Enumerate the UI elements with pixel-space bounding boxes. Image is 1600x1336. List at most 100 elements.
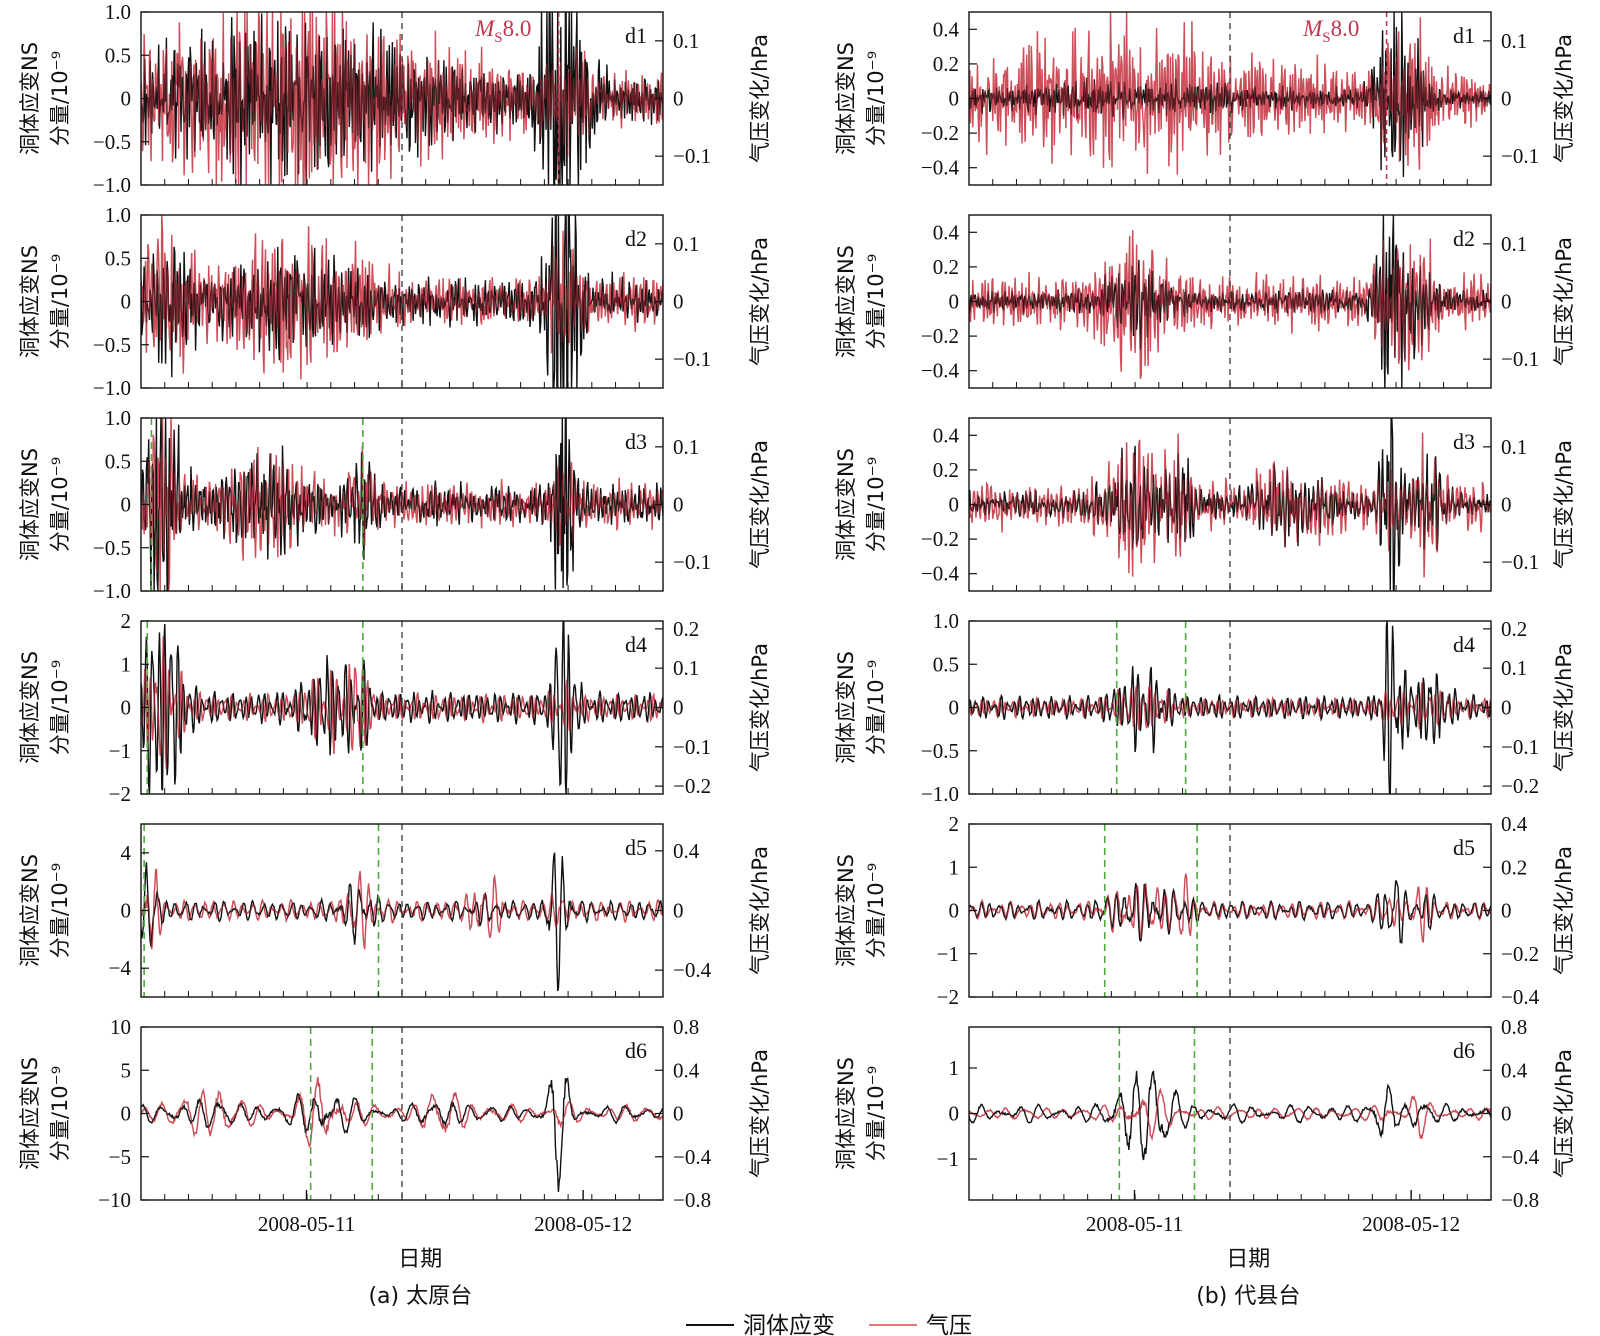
panel-label: d1 xyxy=(625,23,647,48)
right-tick-label: −0.1 xyxy=(673,347,711,371)
left-tick-label: 0 xyxy=(121,290,132,314)
left-tick-label: −5 xyxy=(109,1145,131,1169)
x-axis-label: 日期 xyxy=(1226,1247,1270,1272)
left-tick-label: −0.2 xyxy=(921,527,959,551)
left-tick-label: 0.5 xyxy=(933,652,959,676)
right-tick-label: −0.2 xyxy=(1501,774,1539,798)
left-axis-label-line1: 洞体应变NS xyxy=(834,854,858,967)
left-tick-label: −2 xyxy=(109,782,131,806)
left-tick-label: 5 xyxy=(121,1058,132,1082)
panel-label: d6 xyxy=(625,1038,647,1063)
right-tick-label: −0.1 xyxy=(1501,144,1539,168)
left-tick-label: −1 xyxy=(109,739,131,763)
left-tick-label: 0 xyxy=(949,696,960,720)
left-tick-label: −0.4 xyxy=(921,359,960,383)
panel-label: d4 xyxy=(625,632,647,657)
right-tick-label: 0.1 xyxy=(673,656,699,680)
left-tick-label: 0.2 xyxy=(933,255,959,279)
left-tick-label: −1 xyxy=(937,1147,959,1171)
right-axis-label: 气压变化/hPa xyxy=(748,237,772,366)
left-tick-label: 0 xyxy=(949,290,960,314)
left-axis-label-line2: 分量/10⁻⁹ xyxy=(48,1066,72,1161)
right-axis-label: 气压变化/hPa xyxy=(748,440,772,569)
left-tick-label: 10 xyxy=(110,1015,131,1039)
right-tick-label: −0.2 xyxy=(1501,942,1539,966)
right-tick-label: −0.1 xyxy=(1501,347,1539,371)
right-axis-label: 气压变化/hPa xyxy=(1552,34,1576,163)
panel-label: d6 xyxy=(1453,1038,1475,1063)
eq-m: M xyxy=(1302,16,1324,41)
right-tick-label: 0.1 xyxy=(673,29,699,53)
right-tick-label: −0.1 xyxy=(1501,735,1539,759)
right-tick-label: 0.1 xyxy=(1501,29,1527,53)
left-tick-label: −0.5 xyxy=(921,739,959,763)
left-tick-label: 0 xyxy=(121,493,132,517)
panel-label: d3 xyxy=(1453,429,1475,454)
strain-series-line xyxy=(141,621,663,794)
x-tick-label: 2008-05-12 xyxy=(534,1212,632,1236)
left-tick-label: 1.0 xyxy=(105,203,131,227)
right-tick-label: −0.4 xyxy=(673,1145,712,1169)
right-tick-label: −0.2 xyxy=(673,774,711,798)
right-tick-label: 0 xyxy=(1501,290,1512,314)
earthquake-label: MS8.0 xyxy=(474,16,531,46)
left-tick-label: 0.5 xyxy=(105,43,131,67)
pressure-series-overlay xyxy=(141,636,663,769)
legend-strain-label: 洞体应变 xyxy=(743,1313,835,1336)
left-tick-label: −1.0 xyxy=(93,376,131,400)
panel-d5: d5 4 0 −4 0.4 0 −0.4 洞体应变NS 分量/10⁻⁹ 气压变化/hPa xyxy=(18,823,772,998)
left-axis-label-line2: 分量/10⁻⁹ xyxy=(864,51,888,146)
legend-pressure-label: 气压 xyxy=(926,1313,972,1336)
right-axis-label: 气压变化/hPa xyxy=(1552,1049,1576,1178)
x-axis-label: 日期 xyxy=(398,1247,442,1272)
earthquake-label: MS8.0 xyxy=(1302,16,1359,46)
left-tick-label: 0 xyxy=(121,1102,132,1126)
right-tick-label: 0 xyxy=(673,899,684,923)
right-tick-label: −0.1 xyxy=(673,550,711,574)
left-tick-label: 0.4 xyxy=(933,17,960,41)
right-tick-label: 0.8 xyxy=(673,1015,699,1039)
x-tick-label: 2008-05-12 xyxy=(1362,1212,1460,1236)
left-axis-label-line1: 洞体应变NS xyxy=(834,1057,858,1170)
left-tick-label: −0.4 xyxy=(921,156,960,180)
right-tick-label: 0 xyxy=(673,87,684,111)
right-axis-label: 气压变化/hPa xyxy=(748,643,772,772)
panel-d4: d4 2 1 0 −1 −2 0.2 0.1 0 −0.1 −0.2 洞体应变NS 分量/10⁻⁹ 气压变… xyxy=(18,609,772,806)
panel-label: d5 xyxy=(1453,835,1475,860)
right-tick-label: −0.1 xyxy=(673,144,711,168)
eq-sub: S xyxy=(1322,30,1330,46)
left-tick-label: 0.5 xyxy=(105,449,131,473)
panel-d2: d2 1.0 0.5 0 −0.5 −1.0 0.1 0 −0.1 洞体应变NS 分量/10⁻⁹ 气压… xyxy=(18,203,772,400)
left-tick-label: −1.0 xyxy=(93,579,131,603)
left-tick-label: 1.0 xyxy=(933,609,959,633)
right-tick-label: −0.4 xyxy=(673,958,712,982)
right-axis-label: 气压变化/hPa xyxy=(1552,440,1576,569)
left-tick-label: 2 xyxy=(121,609,132,633)
left-tick-label: 1 xyxy=(949,1056,960,1080)
right-tick-label: 0.4 xyxy=(673,1058,700,1082)
panel-label: d2 xyxy=(625,226,647,251)
left-tick-label: −10 xyxy=(98,1188,131,1212)
left-axis-label-line2: 分量/10⁻⁹ xyxy=(48,254,72,349)
right-tick-label: 0 xyxy=(673,290,684,314)
right-tick-label: −0.4 xyxy=(1501,985,1540,1009)
panel-d4: d4 1.0 0.5 0 −0.5 −1.0 0.2 0.1 0 −0.1 −0.2 洞体应变NS 分量… xyxy=(834,609,1576,806)
panel-d1: MS8.0 d1 0.4 0.2 0 −0.2 −0.4 0.1 0 −0.1 洞体应变NS 分量/1… xyxy=(834,11,1576,186)
right-axis-label: 气压变化/hPa xyxy=(1552,237,1576,366)
right-tick-label: −0.4 xyxy=(1501,1145,1540,1169)
left-axis-label-line1: 洞体应变NS xyxy=(18,42,42,155)
left-tick-label: 0.4 xyxy=(933,220,960,244)
panel-plot-area xyxy=(141,621,663,794)
right-tick-label: 0.1 xyxy=(673,232,699,256)
left-tick-label: −2 xyxy=(937,985,959,1009)
left-axis-label-line2: 分量/10⁻⁹ xyxy=(48,457,72,552)
left-tick-label: −1 xyxy=(937,942,959,966)
x-tick-label: 2008-05-11 xyxy=(1086,1212,1183,1236)
eq-value: 8.0 xyxy=(1331,16,1360,41)
panel-d3: d3 1.0 0.5 0 −0.5 −1.0 0.1 0 −0.1 洞体应变NS 分量/10⁻⁹ 气压… xyxy=(18,406,772,603)
left-tick-label: −1.0 xyxy=(921,782,959,806)
right-tick-label: 0 xyxy=(1501,87,1512,111)
right-axis-label: 气压变化/hPa xyxy=(1552,643,1576,772)
